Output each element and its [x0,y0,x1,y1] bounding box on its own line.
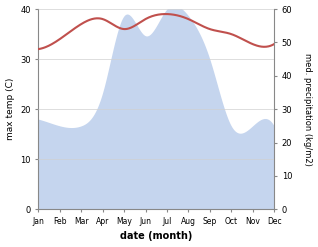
X-axis label: date (month): date (month) [120,231,192,242]
Y-axis label: med. precipitation (kg/m2): med. precipitation (kg/m2) [303,53,313,165]
Y-axis label: max temp (C): max temp (C) [5,78,15,140]
